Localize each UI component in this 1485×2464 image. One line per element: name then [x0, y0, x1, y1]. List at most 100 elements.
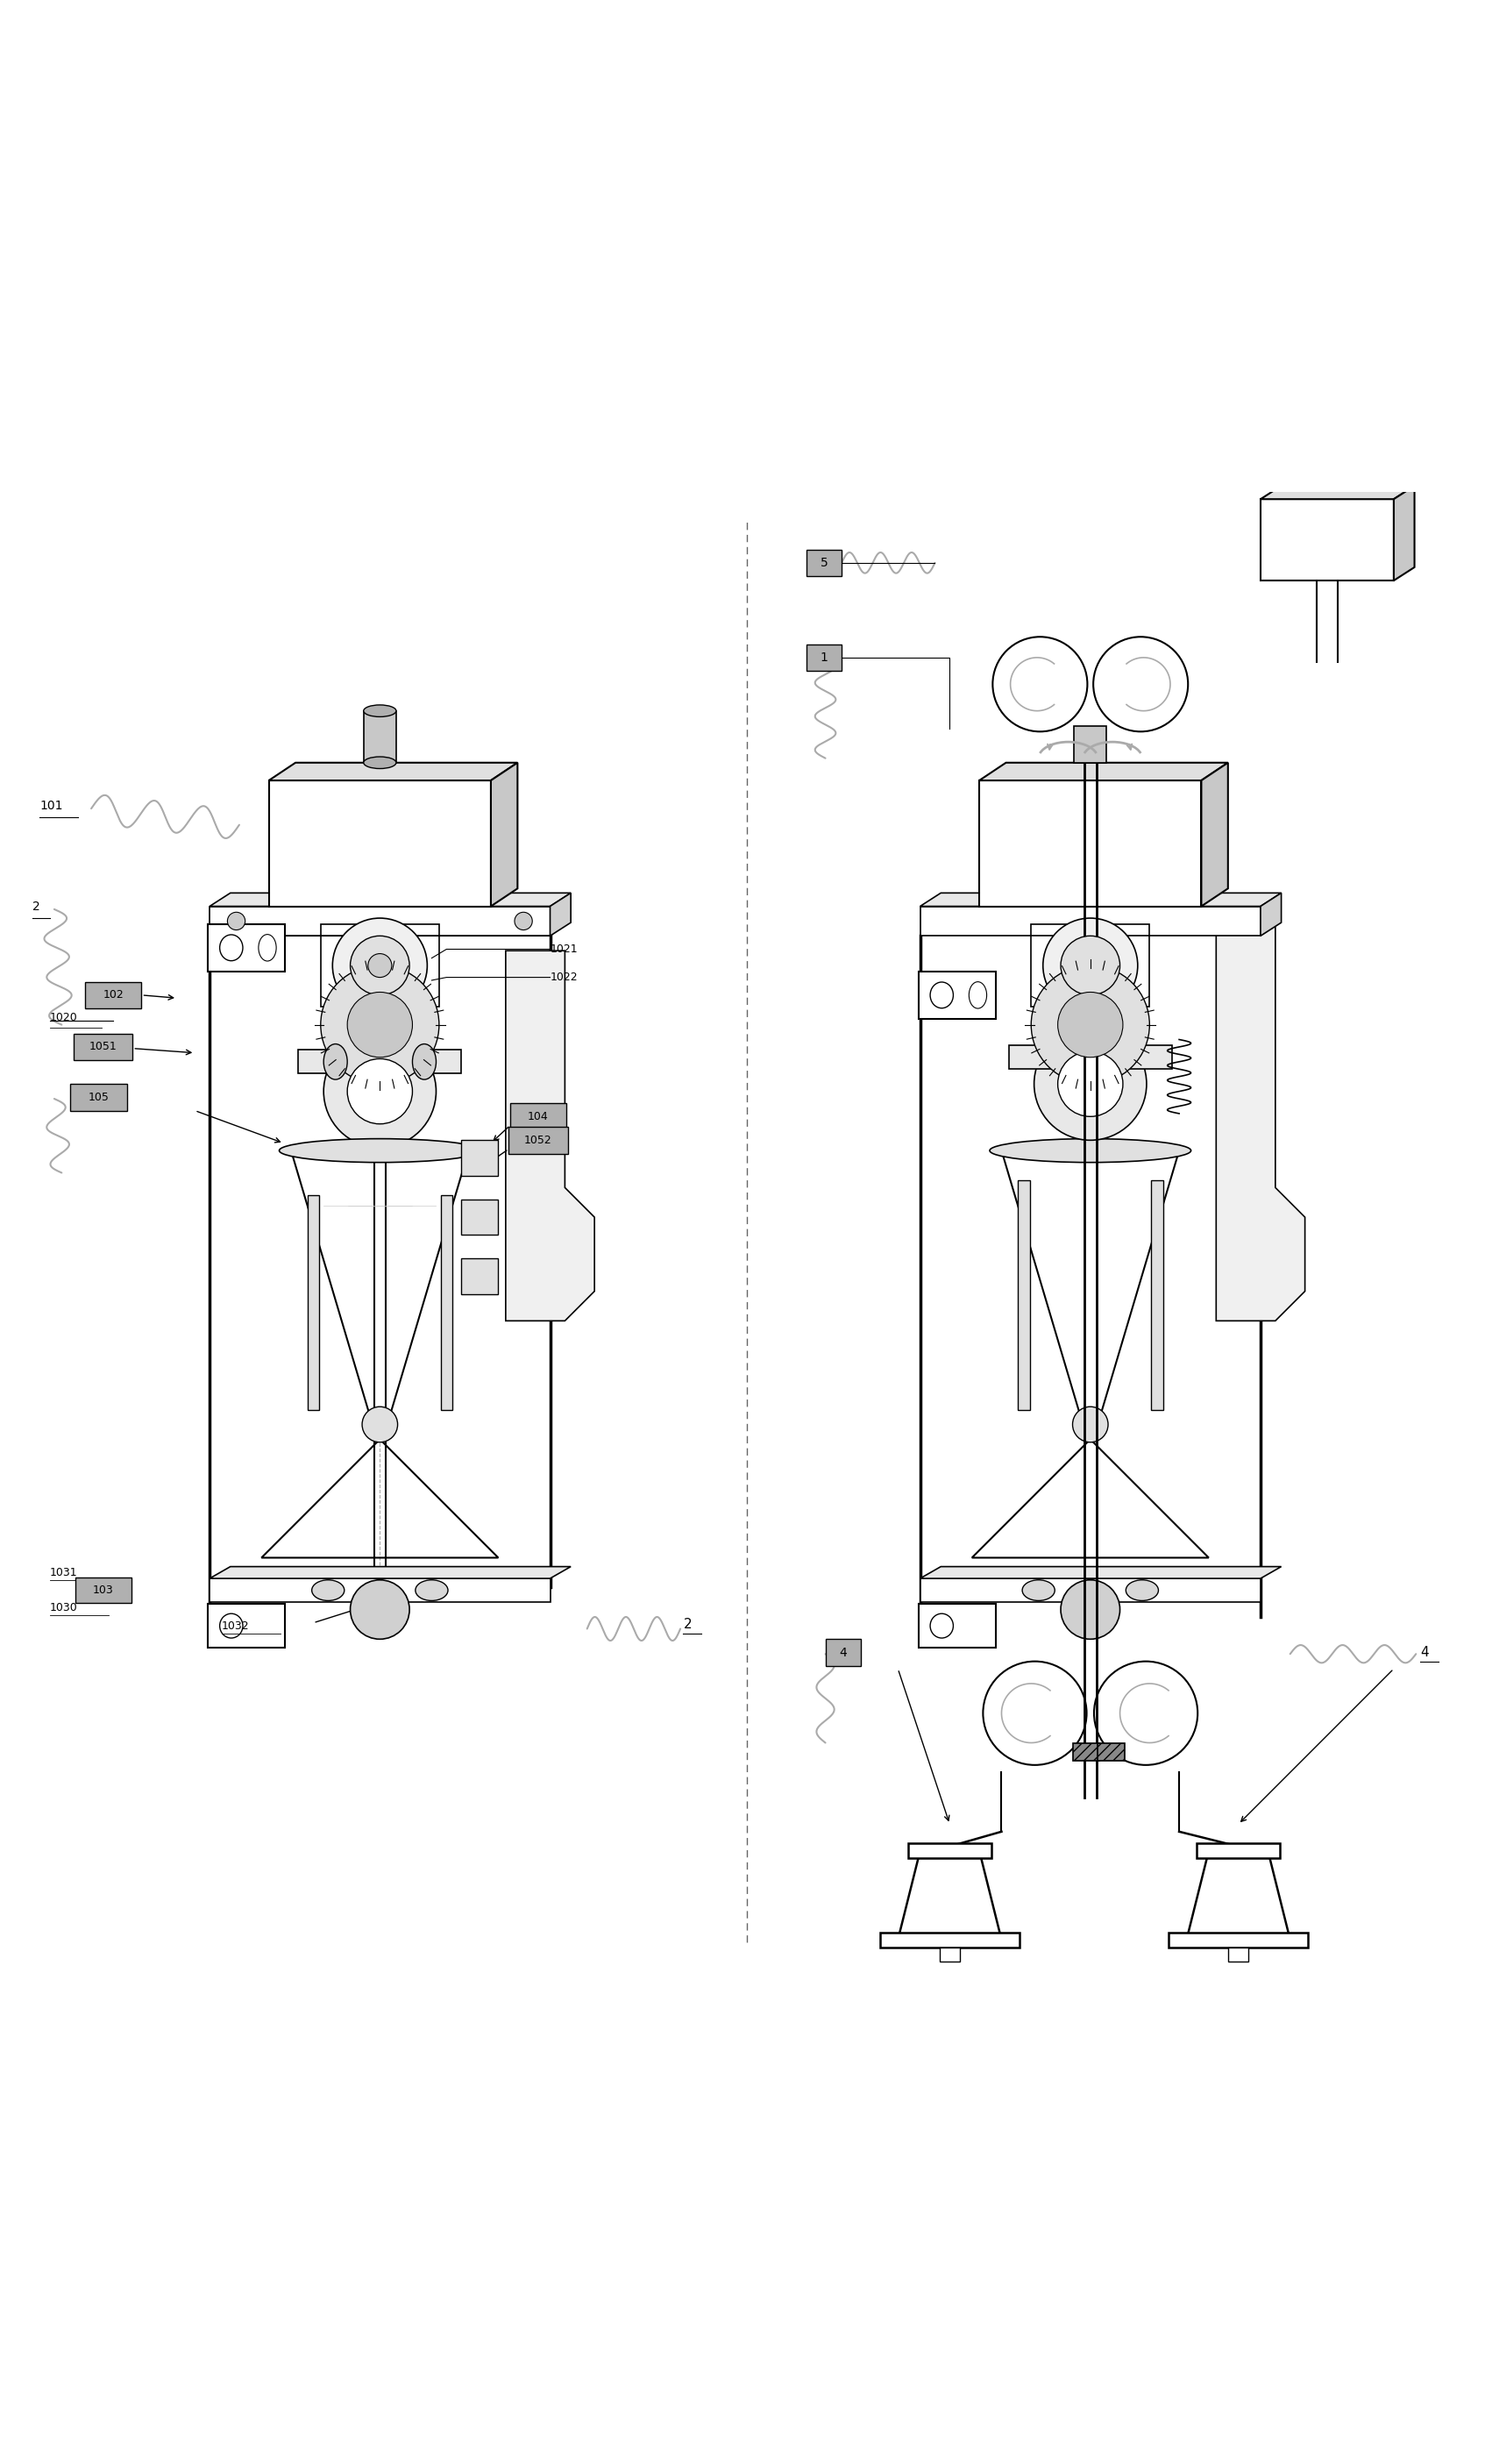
Text: 103: 103 — [92, 1584, 113, 1597]
Text: 1: 1 — [820, 650, 827, 663]
Bar — [1074, 727, 1106, 764]
Polygon shape — [209, 892, 570, 907]
Ellipse shape — [413, 1045, 437, 1079]
Text: 4: 4 — [839, 1646, 846, 1658]
Ellipse shape — [968, 981, 986, 1008]
Polygon shape — [921, 1567, 1282, 1579]
Circle shape — [1034, 1027, 1146, 1141]
Bar — [921, 907, 1261, 936]
Polygon shape — [269, 764, 517, 781]
Polygon shape — [921, 892, 1282, 907]
Polygon shape — [1001, 1151, 1179, 1424]
Text: 4: 4 — [1420, 1646, 1429, 1658]
Text: 2: 2 — [33, 899, 40, 912]
Bar — [364, 710, 396, 764]
Bar — [73, 1032, 132, 1060]
Circle shape — [347, 1060, 413, 1124]
Text: 102: 102 — [102, 991, 123, 1000]
Bar — [826, 1639, 861, 1666]
Bar — [511, 1104, 566, 1131]
Polygon shape — [492, 764, 517, 907]
Polygon shape — [1201, 764, 1228, 907]
Bar — [919, 971, 995, 1018]
Bar — [298, 1050, 462, 1074]
Ellipse shape — [1126, 1579, 1158, 1602]
Text: 1021: 1021 — [549, 944, 578, 956]
Circle shape — [350, 936, 410, 995]
Ellipse shape — [312, 1579, 345, 1602]
Ellipse shape — [989, 1138, 1191, 1163]
Bar — [1031, 924, 1149, 1008]
Ellipse shape — [1022, 1579, 1054, 1602]
Polygon shape — [1394, 485, 1415, 582]
Ellipse shape — [364, 705, 396, 717]
Bar — [1261, 500, 1394, 582]
Circle shape — [1057, 1052, 1123, 1116]
Bar — [269, 781, 492, 907]
Bar — [307, 1195, 319, 1409]
Text: 101: 101 — [40, 798, 62, 811]
Polygon shape — [898, 1850, 1001, 1939]
Polygon shape — [549, 892, 570, 936]
Ellipse shape — [364, 756, 396, 769]
Text: 1032: 1032 — [221, 1621, 249, 1631]
Ellipse shape — [220, 1614, 244, 1639]
Circle shape — [1060, 1579, 1120, 1639]
Text: 2: 2 — [683, 1619, 692, 1631]
Text: 1030: 1030 — [50, 1602, 77, 1614]
Polygon shape — [1261, 892, 1282, 936]
Text: 1022: 1022 — [549, 971, 578, 983]
Ellipse shape — [930, 983, 953, 1008]
Bar — [881, 1932, 1019, 1947]
Bar — [462, 1259, 499, 1294]
Bar — [1228, 1947, 1249, 1961]
Bar — [208, 1604, 285, 1648]
Circle shape — [1057, 993, 1123, 1057]
Bar — [70, 1084, 126, 1111]
Circle shape — [1042, 919, 1138, 1013]
Bar — [1017, 1180, 1029, 1409]
Bar — [921, 1579, 1261, 1602]
Circle shape — [1031, 966, 1149, 1084]
Circle shape — [992, 636, 1087, 732]
Bar — [1008, 1045, 1172, 1069]
Bar — [1169, 1932, 1308, 1947]
Circle shape — [1093, 636, 1188, 732]
Polygon shape — [1187, 1850, 1290, 1939]
Bar — [209, 1579, 549, 1602]
Bar — [806, 549, 842, 577]
Ellipse shape — [416, 1579, 448, 1602]
Ellipse shape — [220, 934, 244, 961]
Text: 104: 104 — [527, 1111, 548, 1121]
Bar — [208, 924, 285, 971]
Bar — [509, 1126, 567, 1153]
Circle shape — [515, 912, 532, 929]
Bar — [441, 1195, 453, 1409]
Text: 1052: 1052 — [524, 1133, 552, 1146]
Polygon shape — [1216, 922, 1305, 1321]
Bar — [85, 981, 141, 1008]
Text: 105: 105 — [88, 1092, 108, 1104]
Bar — [1097, 1742, 1124, 1762]
Text: 1031: 1031 — [50, 1567, 77, 1579]
Bar — [209, 907, 549, 936]
Text: 1020: 1020 — [50, 1013, 77, 1023]
Circle shape — [362, 1407, 398, 1441]
Ellipse shape — [258, 934, 276, 961]
Circle shape — [350, 1579, 410, 1639]
Circle shape — [324, 1035, 437, 1148]
Circle shape — [227, 912, 245, 929]
Bar — [74, 1577, 131, 1604]
Ellipse shape — [324, 1045, 347, 1079]
Bar — [919, 1604, 995, 1648]
Bar — [806, 643, 842, 670]
Circle shape — [347, 993, 413, 1057]
Bar — [462, 1141, 499, 1175]
Bar — [909, 1843, 990, 1858]
Circle shape — [1094, 1661, 1197, 1764]
Circle shape — [983, 1661, 1087, 1764]
Polygon shape — [291, 1151, 469, 1424]
Bar — [1197, 1843, 1280, 1858]
Circle shape — [321, 966, 440, 1084]
Ellipse shape — [930, 1614, 953, 1639]
